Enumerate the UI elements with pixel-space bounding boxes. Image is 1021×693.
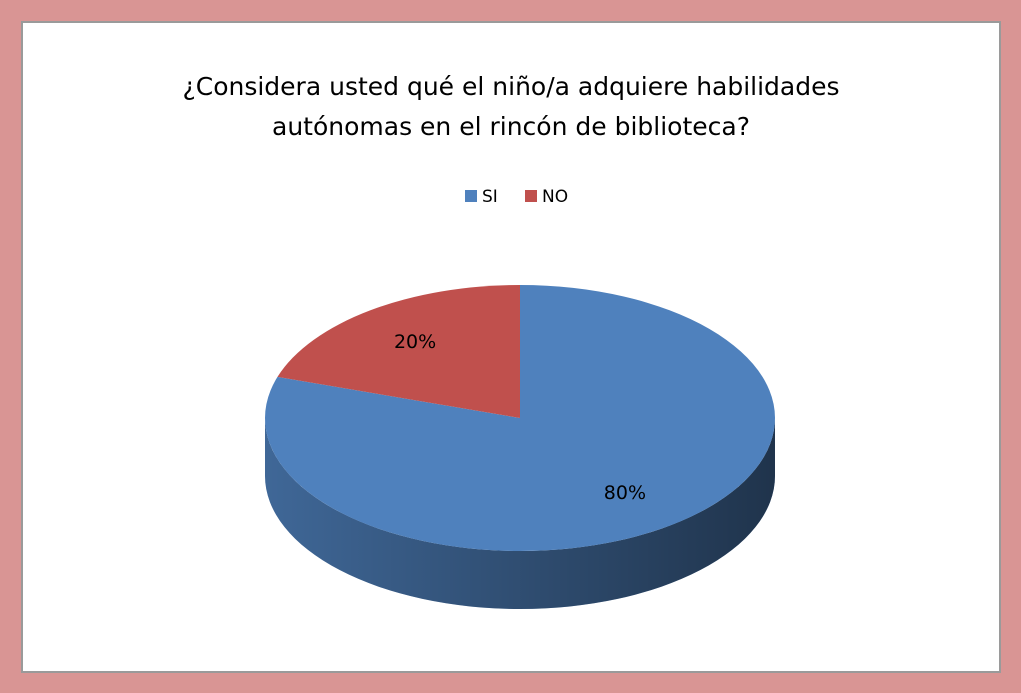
legend-label: SI bbox=[482, 187, 498, 207]
data-label: 20% bbox=[394, 331, 436, 353]
data-label: 80% bbox=[604, 482, 646, 504]
legend-swatch bbox=[525, 190, 537, 202]
legend-swatch bbox=[465, 190, 477, 202]
pie-side-shade bbox=[265, 418, 775, 609]
legend-label: NO bbox=[542, 187, 568, 207]
chart-title: ¿Considera usted qué el niño/a adquiere … bbox=[182, 72, 839, 101]
pie-slice bbox=[277, 285, 520, 418]
chart-title: autónomas en el rincón de biblioteca? bbox=[272, 112, 750, 141]
